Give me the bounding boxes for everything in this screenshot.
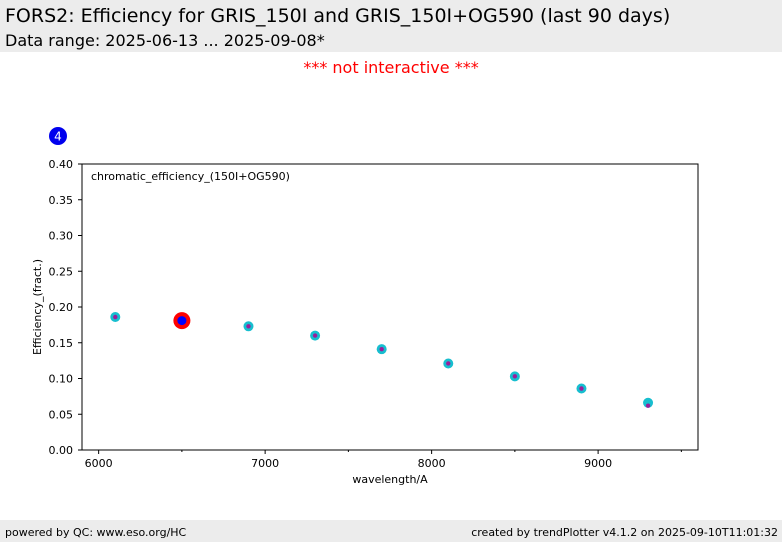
footer-created-by: created by trendPlotter v4.1.2 on 2025-0… [471, 526, 778, 539]
badge-circle [49, 127, 67, 145]
chart-inner-title: chromatic_efficiency_(150I+OG590) [91, 170, 290, 183]
marker-inner [246, 324, 251, 329]
marker-inner [379, 346, 384, 352]
data-point [576, 383, 587, 394]
data-point [509, 371, 520, 382]
x-tick-label: 8000 [418, 457, 446, 470]
data-point [243, 321, 254, 332]
marker-inner [645, 403, 651, 408]
highlighted-data-point [173, 312, 191, 330]
data-point [643, 397, 654, 408]
y-tick-label: 0.00 [49, 444, 74, 457]
data-range-subtitle: Data range: 2025-06-13 ... 2025-09-08* [5, 31, 325, 50]
data-point [310, 330, 321, 341]
plot-frame [81, 163, 699, 451]
marker-inner [446, 361, 451, 366]
x-tick-label: 7000 [251, 457, 279, 470]
plot-number-badge: 4 [49, 127, 67, 145]
marker-outer [643, 397, 654, 408]
marker-inner [512, 374, 518, 379]
marker-inner [579, 386, 584, 391]
page-title: FORS2: Efficiency for GRIS_150I and GRIS… [5, 5, 671, 27]
x-tick-label: 6000 [85, 457, 113, 470]
data-points [110, 312, 654, 408]
y-tick-label: 0.15 [49, 337, 74, 350]
data-point [110, 312, 121, 323]
not-interactive-notice: *** not interactive *** [303, 58, 479, 77]
data-point [376, 344, 387, 355]
footer-powered-by: powered by QC: www.eso.org/HC [5, 526, 187, 539]
y-tick-label: 0.10 [49, 373, 74, 386]
x-tick-label: 9000 [584, 457, 612, 470]
y-axis-ticks: 0.00 0.05 0.10 0.15 0.20 0.25 0.30 0.35 0.40 [49, 158, 82, 457]
marker-inner [113, 314, 118, 320]
y-tick-label: 0.20 [49, 301, 74, 314]
data-point [443, 358, 454, 369]
badge-number: 4 [54, 130, 62, 144]
header-band [0, 0, 782, 52]
marker-inner [312, 333, 318, 338]
x-axis-label: wavelength/A [352, 473, 428, 486]
x-axis-ticks: 6000 7000 8000 9000 [85, 450, 682, 470]
y-axis-label: Efficiency_(fract.) [31, 259, 44, 355]
y-tick-label: 0.05 [49, 408, 74, 421]
y-tick-label: 0.35 [49, 194, 74, 207]
y-tick-label: 0.25 [49, 265, 74, 278]
y-tick-label: 0.40 [49, 158, 74, 171]
highlight-marker-inner [177, 316, 187, 326]
footer-band [0, 520, 782, 542]
y-tick-label: 0.30 [49, 230, 74, 243]
